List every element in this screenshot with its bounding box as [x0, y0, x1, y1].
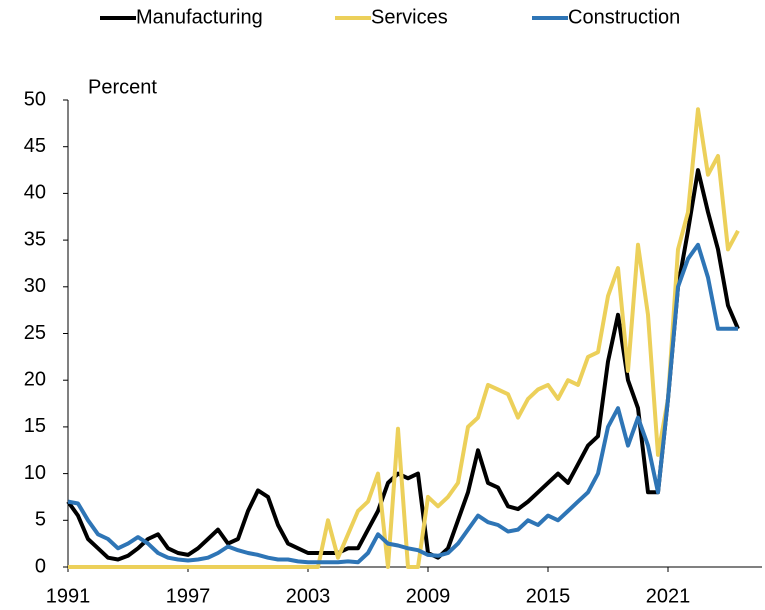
x-tick-label: 2015 — [526, 585, 571, 607]
y-tick-label: 25 — [24, 322, 46, 344]
series-line — [67, 242, 738, 565]
y-tick-label: 35 — [24, 228, 46, 250]
y-tick-label: 0 — [35, 555, 46, 577]
y-axis-label: Percent — [88, 76, 157, 98]
legend-label: Construction — [568, 6, 680, 28]
y-tick-label: 50 — [24, 88, 46, 110]
y-tick-label: 30 — [24, 275, 46, 297]
y-tick-label: 40 — [24, 182, 46, 204]
series-line — [68, 107, 740, 569]
x-tick-label: 1997 — [166, 585, 211, 607]
y-tick-label: 10 — [24, 462, 46, 484]
y-tick-label: 20 — [24, 368, 46, 390]
x-tick-label: 1991 — [46, 585, 91, 607]
x-tick-label: 2003 — [286, 585, 331, 607]
y-tick-label: 5 — [35, 509, 46, 531]
x-tick-label: 2021 — [646, 585, 691, 607]
y-tick-label: 45 — [24, 135, 46, 157]
legend-label: Services — [371, 6, 448, 28]
y-tick-label: 15 — [24, 415, 46, 437]
legend-label: Manufacturing — [136, 6, 263, 28]
x-tick-label: 2009 — [406, 585, 451, 607]
